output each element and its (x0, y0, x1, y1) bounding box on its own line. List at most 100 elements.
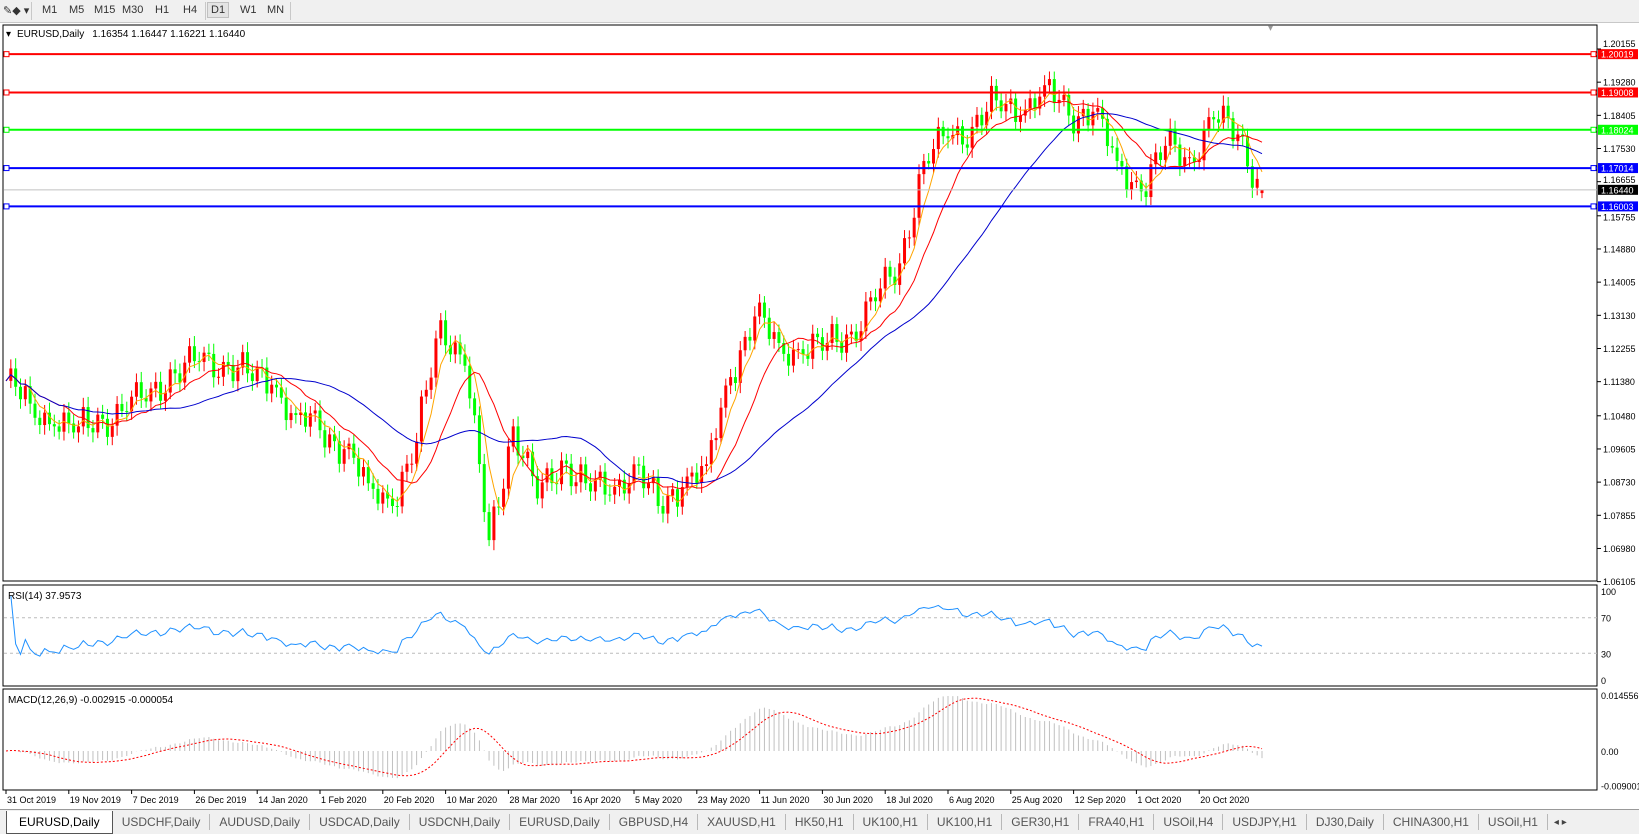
price-tick-label: 1.10480 (1603, 411, 1636, 421)
line-handle (3, 126, 10, 133)
tab-uk100-h1[interactable]: UK100,H1 (854, 814, 928, 830)
candle-body (584, 464, 588, 484)
date-tick-label: 23 May 2020 (698, 795, 750, 805)
tab-eurusd-daily[interactable]: EURUSD,Daily (510, 814, 610, 830)
rsi-pane[interactable] (2, 584, 1598, 687)
candle-body (791, 349, 795, 366)
macd-tick-label: -0.009001 (1601, 782, 1639, 792)
candle-body (91, 428, 95, 433)
timeframe-m5[interactable]: M5 (69, 4, 85, 16)
candle-body (275, 384, 279, 388)
candle-body (907, 237, 911, 239)
candle-body (748, 336, 752, 341)
candle-body (767, 317, 771, 339)
candle-body (415, 441, 419, 464)
line-handle (3, 89, 10, 96)
candle-body (946, 136, 950, 139)
price-label: 1.17014 (1601, 164, 1634, 174)
price-label: 1.20019 (1601, 50, 1634, 60)
tab-audusd-daily[interactable]: AUDUSD,Daily (210, 814, 311, 830)
candle-body (521, 455, 525, 459)
tab-usoil-h4[interactable]: USOil,H4 (1154, 814, 1224, 830)
date-tick-label: 1 Oct 2020 (1137, 795, 1181, 805)
date-tick-label: 12 Sep 2020 (1075, 795, 1126, 805)
candle-body (845, 334, 849, 353)
tab-xauusd-h1[interactable]: XAUUSD,H1 (698, 814, 786, 830)
rsi-line (10, 595, 1263, 657)
candle-body (932, 149, 936, 164)
candle-body (144, 397, 148, 402)
candle-body (453, 342, 457, 355)
candle-body (787, 353, 791, 366)
price-tick-label: 1.20155 (1603, 39, 1636, 49)
candle-body (168, 369, 172, 393)
candle-body (1130, 182, 1134, 190)
timeframe-m1[interactable]: M1 (42, 4, 58, 16)
line-handle (3, 51, 10, 58)
price-label-box (1598, 49, 1638, 60)
tab-usdcnh-daily[interactable]: USDCNH,Daily (410, 814, 511, 830)
date-tick-label: 18 Jul 2020 (886, 795, 933, 805)
chart-menu-icon[interactable]: ▾ (6, 29, 11, 40)
candle-body (1009, 98, 1013, 105)
tab-china300-h1[interactable]: CHINA300,H1 (1384, 814, 1479, 830)
candle-body (719, 407, 723, 439)
price-label-box (1598, 124, 1638, 135)
candle-body (1105, 118, 1109, 147)
tab-fra40-h1[interactable]: FRA40,H1 (1079, 814, 1155, 830)
candle-body (893, 276, 897, 285)
line-handle (1590, 51, 1597, 58)
candle-body (1004, 104, 1008, 112)
tab-scroll-arrows-icon[interactable]: ◂ ▸ (1553, 816, 1567, 828)
tab-usdjpy-h1[interactable]: USDJPY,H1 (1223, 814, 1307, 830)
tab-uk100-h1[interactable]: UK100,H1 (928, 814, 1003, 830)
timeframe-h4[interactable]: H4 (183, 4, 198, 16)
timeframe-w1[interactable]: W1 (240, 4, 257, 16)
candle-body (96, 414, 100, 433)
price-tick-label: 1.12255 (1603, 344, 1636, 354)
candle-body (294, 413, 298, 416)
timeframe-m15[interactable]: M15 (94, 4, 116, 16)
candle-body (1163, 145, 1167, 160)
tab-usdchf-daily[interactable]: USDCHF,Daily (113, 814, 211, 830)
price-tick-label: 1.15755 (1603, 212, 1636, 222)
tab-dj30-daily[interactable]: DJ30,Daily (1307, 814, 1384, 830)
candle-body (1255, 178, 1259, 188)
timeframe-h1[interactable]: H1 (155, 4, 170, 16)
ma-fast-line (5, 91, 1263, 512)
macd-pane[interactable] (2, 688, 1598, 791)
line-tools-icon[interactable]: ✎◆ ▾ (3, 5, 30, 17)
price-chart[interactable]: 1.20019 1.19008 1.18024 1.17014 1.16003 1.201… (0, 23, 1639, 809)
candle-body (1149, 164, 1153, 198)
timeframe-mn[interactable]: MN (267, 4, 285, 16)
price-label: 1.19008 (1601, 88, 1634, 98)
candle-body (1183, 157, 1187, 166)
candle-body (1207, 117, 1211, 131)
candle-body (864, 301, 868, 332)
tab-usdcad-daily[interactable]: USDCAD,Daily (310, 814, 410, 830)
timeframe-m30[interactable]: M30 (122, 4, 144, 16)
candle-body (589, 483, 593, 492)
candle-body (912, 217, 916, 238)
tab-hk50-h1[interactable]: HK50,H1 (786, 814, 854, 830)
candle-body (217, 376, 221, 378)
candle-body (246, 352, 250, 374)
candle-body (1217, 119, 1221, 123)
tab-eurusd-daily[interactable]: EURUSD,Daily (6, 810, 113, 834)
main-pane[interactable] (2, 24, 1598, 582)
candle-body (115, 403, 119, 426)
candle-body (395, 506, 399, 508)
toolbar-separator (31, 2, 32, 20)
candle-body (1212, 117, 1216, 120)
tab-gbpusd-h4[interactable]: GBPUSD,H4 (610, 814, 699, 830)
candle-body (390, 498, 394, 507)
shift-marker-icon[interactable]: ▾ (1268, 23, 1273, 34)
candle-body (1014, 98, 1018, 122)
candle-body (463, 354, 467, 366)
candle-body (709, 440, 713, 465)
candle-body (1038, 96, 1042, 109)
candle-body (250, 373, 254, 382)
timeframe-d1[interactable]: D1 (207, 2, 230, 18)
tab-usoil-h1[interactable]: USOil,H1 (1479, 814, 1548, 830)
tab-ger30-h1[interactable]: GER30,H1 (1002, 814, 1080, 830)
